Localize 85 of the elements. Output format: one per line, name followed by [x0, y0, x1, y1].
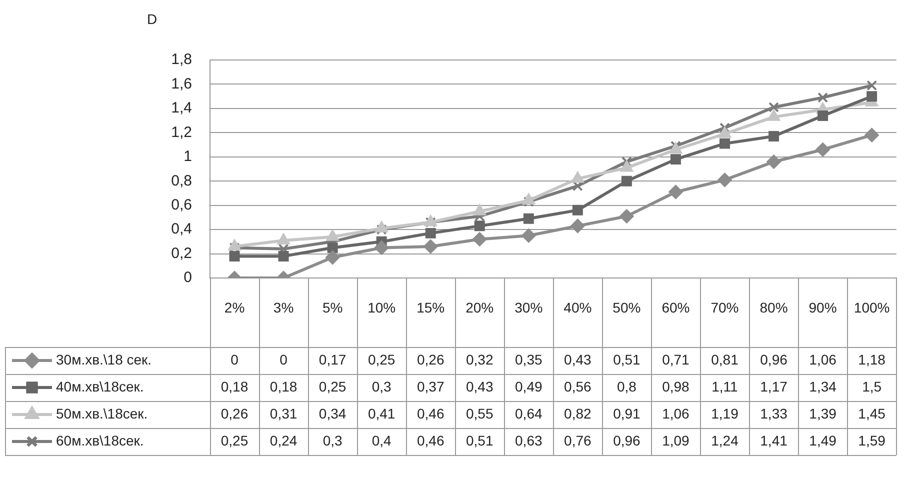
x-tick-label: 90%: [808, 299, 837, 316]
data-label: 1,39: [809, 405, 837, 422]
y-tick-label: 0,2: [171, 244, 192, 262]
data-label: 0,49: [515, 378, 542, 394]
x-tick-label: 30%: [514, 299, 543, 316]
data-label: 0,82: [564, 405, 592, 422]
data-label: 0,43: [466, 378, 494, 394]
data-label: 0,96: [613, 432, 641, 448]
x-tick-label: 70%: [710, 299, 739, 316]
data-label: 0,41: [368, 405, 396, 422]
y-tick-label: 1: [184, 148, 192, 166]
data-label: 1,49: [809, 432, 837, 448]
data-label: 1,59: [858, 432, 886, 448]
data-label: 0,31: [270, 405, 298, 422]
data-label: 1,09: [662, 432, 690, 448]
x-tick-label: 3%: [273, 299, 294, 316]
legend-label: 60м.хв\18сек.: [56, 432, 144, 448]
data-label: 0,56: [564, 378, 592, 394]
data-label: 0,34: [318, 405, 346, 422]
x-tick-label: 20%: [466, 299, 494, 316]
data-label: 1,24: [711, 432, 739, 448]
data-label: 1,06: [809, 351, 837, 368]
data-label: 0,51: [613, 351, 641, 368]
data-label: 1,5: [862, 378, 882, 394]
data-label: 0: [280, 351, 288, 368]
data-label: 0,25: [220, 432, 248, 448]
y-tick-label: 1,2: [171, 124, 192, 141]
data-label: 0,26: [416, 351, 444, 368]
data-label: 0,26: [220, 405, 248, 422]
data-label: 1,19: [711, 405, 739, 422]
x-tick-label: 80%: [760, 299, 788, 316]
y-axis-title: D: [146, 10, 158, 27]
data-label: 0,3: [372, 378, 392, 394]
data-label: 0,46: [416, 405, 444, 422]
data-label: 0,98: [662, 378, 690, 394]
x-tick-label: 10%: [368, 299, 396, 316]
y-tick-label: 1,4: [171, 100, 192, 117]
data-label: 1,06: [662, 405, 690, 422]
legend-label: 30м.хв.\18 сек.: [56, 351, 152, 368]
data-label: 1,45: [858, 405, 886, 422]
data-label: 0,96: [760, 351, 788, 368]
y-tick-label: 0,4: [171, 220, 192, 238]
data-label: 1,11: [712, 378, 738, 394]
data-label: 0,81: [711, 351, 739, 368]
data-label: 0,76: [564, 432, 592, 448]
data-label: 1,41: [760, 432, 788, 448]
y-tick-label: 0,6: [171, 196, 192, 214]
data-label: 0,3: [322, 432, 342, 448]
data-label: 0,32: [466, 351, 494, 368]
legend-label: 50м.хв.\18сек.: [56, 405, 148, 422]
data-label: 0,71: [662, 351, 690, 368]
data-label: 0,63: [515, 432, 542, 448]
y-tick-label: 0: [184, 269, 192, 286]
data-label: 0,4: [372, 432, 392, 448]
data-label: 0,55: [466, 405, 494, 422]
y-tick-label: 1,6: [171, 75, 192, 92]
x-tick-label: 100%: [854, 299, 890, 316]
data-label: 0,64: [515, 405, 542, 422]
data-label: 1,34: [809, 378, 837, 394]
data-label: 0,46: [416, 432, 444, 448]
legend-label: 40м.хв\18сек.: [56, 378, 144, 394]
data-label: 1,33: [760, 405, 788, 422]
data-label: 0,51: [466, 432, 494, 448]
data-label: 0,17: [318, 351, 346, 368]
y-tick-label: 0,8: [171, 172, 192, 190]
data-label: 0,43: [564, 351, 592, 368]
x-tick-label: 5%: [322, 299, 343, 316]
data-label: 0: [230, 351, 239, 368]
data-label: 0,18: [220, 378, 248, 394]
data-label: 0,91: [613, 405, 641, 422]
x-tick-label: 15%: [416, 299, 445, 316]
data-label: 1,18: [858, 351, 886, 368]
x-tick-label: 60%: [662, 299, 690, 316]
x-tick-label: 2%: [224, 299, 245, 316]
data-label: 0,25: [368, 351, 396, 368]
data-label: 0,25: [318, 378, 346, 394]
data-label: 0,24: [270, 432, 298, 448]
data-label: 1,17: [760, 378, 788, 394]
data-label: 0,18: [270, 378, 298, 394]
data-label: 0,8: [616, 378, 637, 394]
x-tick-label: 40%: [564, 299, 592, 316]
data-label: 0,37: [416, 378, 444, 394]
y-tick-label: 1,8: [171, 51, 192, 68]
data-label: 0,35: [515, 351, 542, 368]
x-tick-label: 50%: [612, 299, 641, 316]
